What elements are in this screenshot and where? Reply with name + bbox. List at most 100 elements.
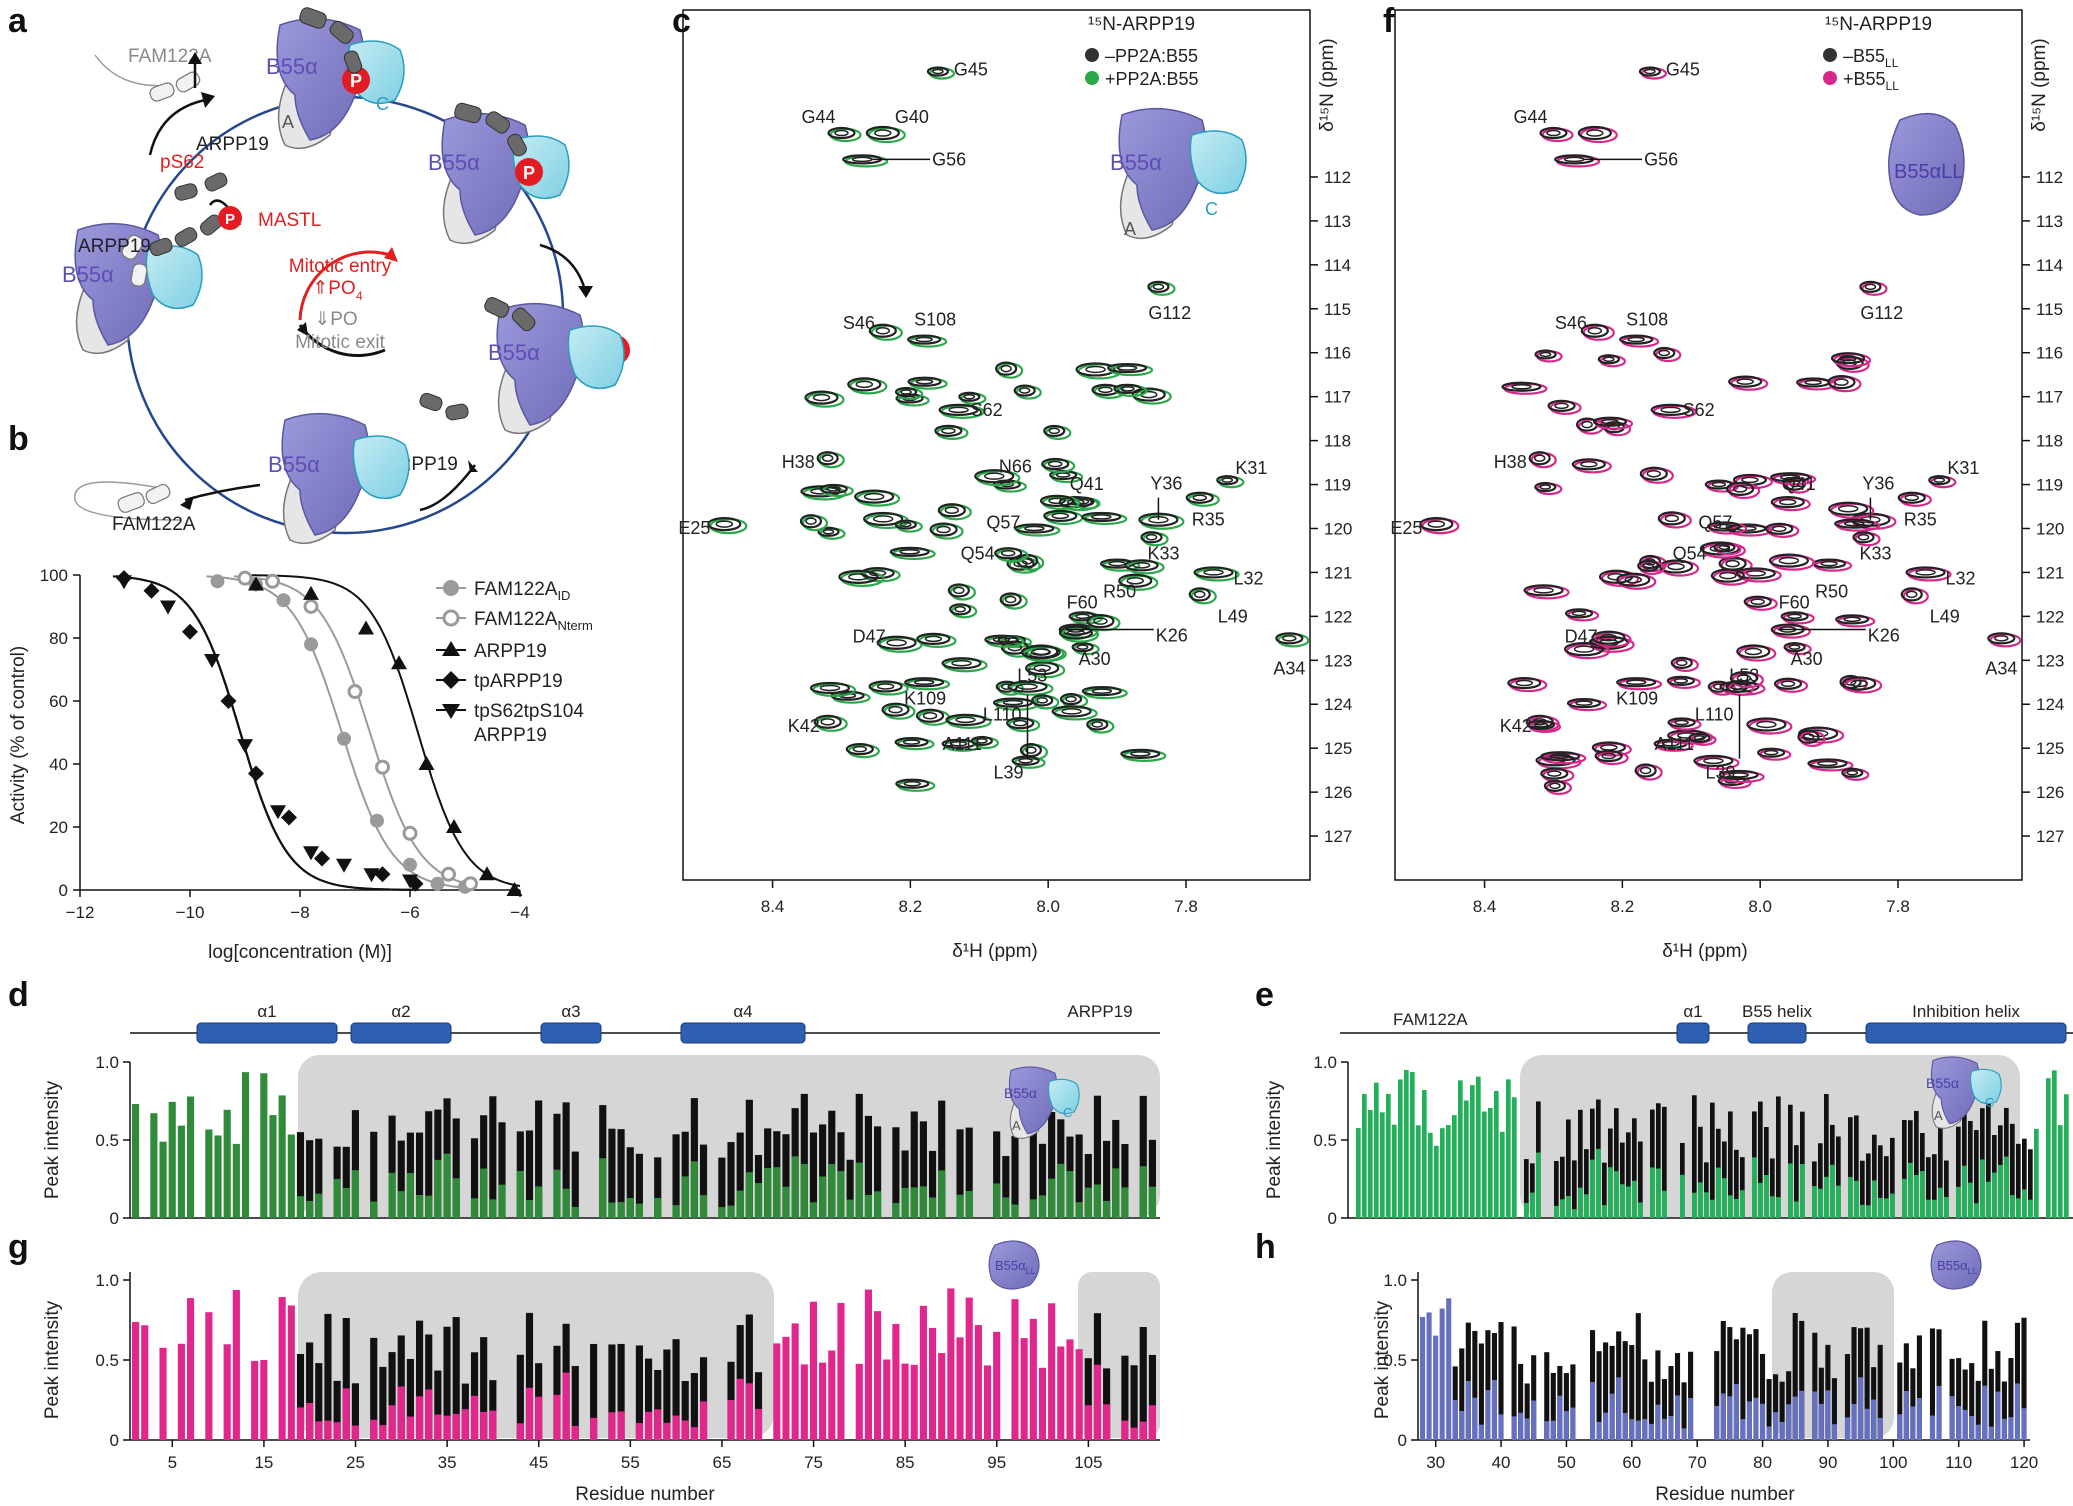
bar-bound — [306, 1200, 314, 1218]
c-inset-b55: B55α — [1110, 150, 1162, 175]
peak-free — [1013, 384, 1036, 397]
h-xlabel: Residue number — [1655, 1484, 1795, 1505]
bar-bound — [397, 1191, 405, 1218]
peak-label-f60: F60 — [1067, 592, 1098, 612]
peak-free — [827, 126, 856, 140]
bar-bound — [2021, 1408, 2027, 1440]
peak-label-l53: L53 — [1017, 666, 1047, 686]
peak-free — [1131, 387, 1166, 402]
f-legend-plus: +B55LL — [1843, 69, 1899, 93]
bar-bound — [1884, 1198, 1889, 1218]
bar-free — [324, 1313, 332, 1440]
bar-free — [1914, 1110, 1919, 1218]
point-arpp19 — [303, 585, 319, 600]
binding-arrow-top — [148, 98, 206, 156]
panel-a-cycle-schematic: Mitotic entry ⇑PO 4 ⇓PO Mitotic exit B55… — [62, 7, 630, 545]
bar-bound — [1590, 1159, 1595, 1218]
bar-free — [1884, 1156, 1889, 1218]
y-tick-label: 121 — [2036, 563, 2064, 582]
bar-bound — [828, 1350, 836, 1440]
bar-free — [645, 1358, 653, 1440]
bar-bound — [1844, 1417, 1851, 1440]
bar-bound — [938, 1353, 946, 1440]
bar-free — [1103, 1368, 1111, 1440]
bar-bound — [443, 1415, 451, 1440]
y-tick-label: 116 — [1324, 344, 1351, 363]
bar-bound — [1550, 1420, 1556, 1440]
point-arpp19 — [391, 655, 407, 670]
peak-label-a30: A30 — [1791, 649, 1823, 669]
bar-free — [590, 1343, 598, 1440]
bar-bound — [1130, 1427, 1138, 1440]
y-tick-label: 118 — [2036, 432, 2063, 451]
holoenzyme-top-right — [441, 112, 570, 245]
peak-free-inner — [1644, 68, 1656, 75]
x-tick-label: 7.8 — [1174, 897, 1198, 916]
peak-free-inner — [976, 738, 988, 744]
peak-free-inner — [1820, 560, 1838, 567]
bar-free — [1746, 1334, 1752, 1440]
peak-free-inner — [1839, 354, 1857, 362]
peak-free-inner — [1130, 751, 1151, 757]
y-tick-label: 123 — [1324, 651, 1352, 670]
panel-c-hsqc-pp2a: 8.4 8.2 8.0 7.8 112 113 114 115 116 117 118 119 120 1… — [678, 9, 1352, 962]
peak-free — [819, 483, 848, 495]
peak-free — [1591, 630, 1626, 645]
bar-bound — [1531, 1400, 1537, 1440]
bar-bound — [1812, 1391, 1818, 1440]
peak-free — [804, 390, 839, 405]
peak-free-inner — [1515, 679, 1534, 687]
peak-free-inner — [1779, 474, 1801, 480]
peak-free-inner — [1778, 556, 1800, 565]
panel-letter-d: d — [8, 976, 29, 1014]
peak-free — [894, 519, 917, 530]
arpp19-label-left: ARPP19 — [78, 236, 151, 257]
peak-free-inner — [852, 745, 868, 753]
bar-free — [452, 1118, 460, 1218]
peak-free — [1051, 705, 1092, 718]
peak-label-a30: A30 — [1079, 649, 1111, 669]
bar-free — [1877, 1344, 1883, 1440]
bar-free — [1968, 1120, 1973, 1218]
peak-free — [1765, 522, 1794, 535]
peak-free — [838, 569, 879, 584]
bar-bound — [388, 1172, 396, 1218]
bar-bound — [1956, 1406, 1962, 1440]
bar-bound — [828, 1164, 836, 1218]
peak-free — [1075, 362, 1116, 377]
peak-free-inner — [1120, 386, 1135, 392]
peak-free-inner — [1744, 647, 1763, 656]
mitotic-entry-label: Mitotic entry — [289, 256, 392, 277]
bar-bound — [379, 1425, 387, 1440]
bar-bound — [535, 1186, 543, 1218]
bar-bound — [452, 1178, 460, 1218]
peak-free — [895, 778, 930, 789]
y-tick-label: 122 — [1324, 607, 1352, 626]
bar-bound — [1770, 1196, 1775, 1218]
peak-free-inner — [1091, 721, 1104, 728]
y-tick-label: 114 — [2036, 256, 2063, 275]
peak-label-d47: D47 — [853, 627, 886, 647]
bar-bound — [1851, 1403, 1857, 1440]
peak-free — [907, 334, 942, 345]
bar-bound — [1759, 1403, 1766, 1440]
peak-free-inner — [992, 636, 1011, 643]
bar-bound — [1386, 1093, 1391, 1218]
bar-free — [415, 1132, 424, 1218]
b-fit-curves — [112, 574, 521, 891]
x-tick-label: 7.8 — [1886, 897, 1910, 916]
bar-bound — [333, 1422, 341, 1440]
bar-free — [1860, 1160, 1865, 1218]
bar-bound — [1818, 1188, 1823, 1218]
bar-bound — [1048, 1178, 1056, 1218]
peak-free-inner — [1571, 610, 1587, 617]
peak-free-inner — [1152, 283, 1165, 291]
bar-bound — [1121, 1420, 1129, 1440]
b55a-label-left: B55α — [62, 262, 114, 287]
peak-label-l39: L39 — [994, 763, 1024, 783]
bar-bound — [681, 1176, 689, 1218]
bar-bound — [1877, 1417, 1883, 1440]
bar-bound — [1758, 1182, 1763, 1218]
peak-free-inner — [1693, 735, 1706, 741]
arrowhead — [188, 52, 202, 64]
